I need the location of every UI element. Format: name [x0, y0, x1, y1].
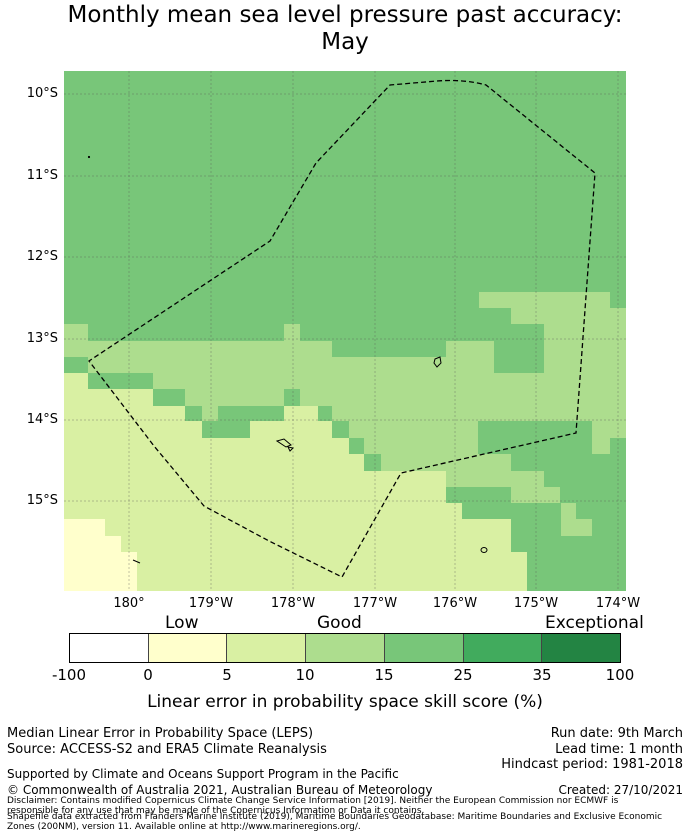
disclaimer-line-2: responsible for any use that may be made…: [7, 806, 425, 816]
colorbar-tick: 35: [532, 666, 552, 684]
lat-label-15s: 15°S: [26, 493, 58, 508]
island-6: [87, 155, 91, 159]
method-text: Median Linear Error in Probability Space…: [7, 726, 314, 741]
colorbar-label: Linear error in probability space skill …: [147, 692, 543, 712]
colorbar-segment: [463, 634, 543, 662]
island-2: [275, 438, 292, 448]
lat-label-12s: 12°S: [26, 249, 58, 264]
skill-score-map: [64, 71, 626, 591]
copyright-text: © Commonwealth of Australia 2021, Austra…: [7, 783, 433, 797]
disclaimer-line-3: Shapefile data extracted from Flanders M…: [7, 812, 663, 822]
colorbar-heading-good: Good: [317, 613, 362, 633]
colorbar-segment: [227, 634, 307, 662]
lat-label-11s: 11°S: [26, 168, 58, 183]
eez-boundary: [88, 79, 596, 578]
supported-text: Supported by Climate and Oceans Support …: [7, 767, 399, 781]
island-1: [433, 356, 442, 368]
run-date: Run date: 9th March: [550, 726, 683, 741]
colorbar-segment: [70, 634, 149, 662]
colorbar-tick: -100: [51, 666, 87, 684]
lat-label-13s: 13°S: [26, 331, 58, 346]
skill-zone-0-5: [64, 519, 137, 591]
skill-zone-5-10: [64, 373, 527, 591]
colorbar-tick: 25: [453, 666, 473, 684]
lon-label-178w: 178°W: [270, 596, 316, 611]
island-3: [287, 446, 295, 452]
title-line-2: May: [321, 29, 369, 55]
lead-time: Lead time: 1 month: [555, 742, 683, 757]
lat-label-10s: 10°S: [26, 86, 58, 101]
source-text: Source: ACCESS-S2 and ERA5 Climate Reana…: [7, 742, 327, 757]
colorbar-segment: [306, 634, 385, 662]
lon-label-177w: 177°W: [352, 596, 398, 611]
lon-label-180: 180°: [113, 596, 145, 611]
lon-label-175w: 175°W: [513, 596, 559, 611]
gridlines: [64, 71, 626, 591]
hindcast-period: Hindcast period: 1981-2018: [501, 757, 683, 772]
map-panel: [64, 71, 626, 591]
skill-zone-15-25-lower: [64, 341, 592, 536]
lon-label-179w: 179°W: [188, 596, 234, 611]
page-title: Monthly mean sea level pressure past acc…: [0, 2, 690, 56]
colorbar-segment: [384, 634, 464, 662]
colorbar-tick: 5: [222, 666, 232, 684]
lat-label-14s: 14°S: [26, 412, 58, 427]
colorbar-segment: [148, 634, 228, 662]
islands: [87, 155, 488, 564]
disclaimer-line-1: Disclaimer: Contains modified Copernicus…: [7, 796, 619, 806]
colorbar-segment: [542, 634, 621, 662]
colorbar-heading-low: Low: [165, 613, 199, 633]
skill-zone-15-25: [64, 292, 626, 454]
colorbar-tick: 10: [295, 666, 315, 684]
island-4: [480, 547, 488, 553]
colorbar-tick: 15: [374, 666, 394, 684]
island-5: [132, 559, 141, 564]
lon-label-174w: 174°W: [595, 596, 641, 611]
title-line-1: Monthly mean sea level pressure past acc…: [67, 2, 623, 28]
lon-label-176w: 176°W: [432, 596, 478, 611]
colorbar-tick: 100: [605, 666, 635, 684]
colorbar-heading-exceptional: Exceptional: [545, 613, 644, 633]
colorbar: [69, 633, 621, 663]
colorbar-tick: 0: [143, 666, 153, 684]
disclaimer-line-4: Zones (200NM), version 11. Available onl…: [7, 822, 361, 832]
created-date: Created: 27/10/2021: [558, 783, 683, 797]
